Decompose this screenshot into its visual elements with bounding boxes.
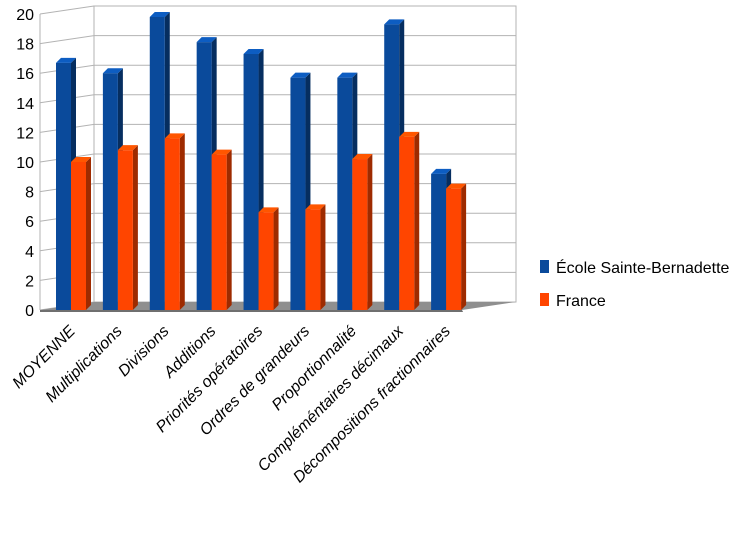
y-tick-label: 20 xyxy=(16,7,34,24)
y-tick-label: 2 xyxy=(25,273,34,290)
bar-france xyxy=(164,133,185,310)
legend-swatch-france xyxy=(540,293,549,306)
legend-label-ecole: École Sainte-Bernadette xyxy=(556,258,730,277)
bar-france xyxy=(211,149,232,310)
y-axis-ticks: 0 2 4 6 8 10 12 14 16 18 20 xyxy=(16,7,34,320)
gridline-side xyxy=(39,35,95,45)
bar-france xyxy=(399,131,420,310)
y-tick-label: 4 xyxy=(25,244,34,261)
y-tick-label: 0 xyxy=(25,303,34,320)
bar-france xyxy=(258,207,279,310)
bar-france xyxy=(352,154,373,310)
y-tick-label: 18 xyxy=(16,37,34,54)
bar-france xyxy=(117,145,138,310)
bar-france xyxy=(305,204,326,310)
gridline-side xyxy=(39,5,95,15)
legend-label-france: France xyxy=(556,293,606,310)
x-axis-labels: MOYENNEMultiplicationsDivisionsAdditions… xyxy=(10,322,454,486)
y-tick-label: 6 xyxy=(25,214,34,231)
y-tick-label: 8 xyxy=(25,185,34,202)
floor-edge xyxy=(40,310,464,312)
y-tick-label: 16 xyxy=(16,66,34,83)
bar-france xyxy=(71,157,91,310)
y-tick-label: 10 xyxy=(16,155,34,172)
legend-swatch-ecole xyxy=(540,260,549,273)
bars xyxy=(56,11,467,311)
y-tick-label: 12 xyxy=(16,125,34,142)
legend: École Sainte-Bernadette France xyxy=(540,258,730,310)
x-tick-label: Proportionnalité xyxy=(269,323,360,414)
bar-france xyxy=(446,183,467,310)
y-tick-label: 14 xyxy=(16,96,34,113)
